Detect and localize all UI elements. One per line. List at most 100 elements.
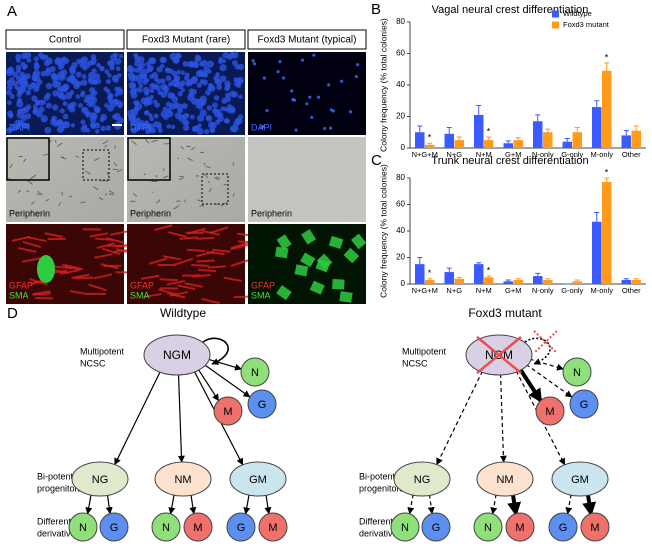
row-label: Multipotent xyxy=(80,346,125,356)
gfap-fiber xyxy=(162,255,182,261)
nucleus xyxy=(231,51,239,59)
nucleus xyxy=(160,91,168,98)
nucleus xyxy=(80,92,85,98)
nucleus xyxy=(223,118,230,124)
gfap-fiber xyxy=(174,257,194,266)
sma-cell xyxy=(315,258,331,273)
inset-box xyxy=(6,137,50,181)
nucleus xyxy=(149,82,156,90)
nucleus xyxy=(15,53,22,60)
cell-node xyxy=(240,357,270,387)
bar xyxy=(572,132,582,148)
row-label: derivatives xyxy=(359,528,403,538)
nucleus xyxy=(9,93,15,99)
nucleus xyxy=(153,113,159,119)
row-label: Differentiated xyxy=(37,516,90,526)
nucleus xyxy=(229,106,236,114)
cell-node-label: N xyxy=(573,367,581,379)
cell-node-label: NM xyxy=(174,474,191,486)
legend-label: Foxd3 mutant xyxy=(563,20,610,29)
nucleus xyxy=(76,80,83,87)
gfap-fiber xyxy=(110,230,129,236)
cell-node xyxy=(258,512,288,542)
cell-process xyxy=(214,176,219,181)
gfap-fiber xyxy=(101,247,121,256)
nucleus xyxy=(80,56,89,64)
nucleus xyxy=(305,102,309,106)
cell-process xyxy=(176,157,179,160)
gfap-fiber xyxy=(167,292,186,299)
nucleus xyxy=(202,71,208,77)
nucleus xyxy=(109,100,117,108)
nucleus xyxy=(135,74,143,82)
lineage-arrow xyxy=(189,494,197,515)
nucleus xyxy=(51,115,58,122)
error-bar xyxy=(535,272,541,277)
nucleus xyxy=(134,60,140,67)
nucleus xyxy=(219,75,227,83)
stain-label: Peripherin xyxy=(9,208,50,218)
gfap-fiber xyxy=(158,288,177,296)
gfap-fiber xyxy=(64,264,84,271)
stain-label: Peripherin xyxy=(130,208,171,218)
nucleus xyxy=(96,62,101,68)
lineage-arrow xyxy=(490,494,498,515)
cell-node-label: GM xyxy=(249,474,267,486)
cell-node xyxy=(143,334,211,376)
nucleus xyxy=(105,125,112,131)
cell-process xyxy=(27,180,33,185)
nucleus xyxy=(282,76,286,80)
cell-process xyxy=(199,204,204,208)
gfap-fiber xyxy=(192,274,211,278)
gfap-fiber xyxy=(148,257,168,265)
gfap-fiber xyxy=(168,231,187,238)
column-header: Foxd3 Mutant (typical) xyxy=(258,35,357,46)
bar xyxy=(621,135,631,148)
error-bar xyxy=(515,278,521,281)
cell-process xyxy=(104,144,108,148)
nucleus xyxy=(144,77,150,83)
nucleus xyxy=(25,89,32,96)
error-bar xyxy=(574,127,580,133)
nucleus xyxy=(252,62,257,66)
nucleus xyxy=(181,113,189,120)
bar xyxy=(513,280,523,284)
nucleus xyxy=(206,60,215,68)
sma-cell xyxy=(309,280,325,295)
nucleus xyxy=(262,76,266,80)
sma-cell xyxy=(328,235,344,249)
nucleus xyxy=(151,71,159,79)
nucleus xyxy=(133,52,139,58)
inset-box xyxy=(127,137,171,181)
inset-source-box xyxy=(201,173,229,205)
cell-node-label: G xyxy=(432,522,441,534)
nucleus xyxy=(149,116,154,122)
nucleus xyxy=(216,84,222,91)
nucleus xyxy=(259,126,264,130)
gfap-fiber xyxy=(179,236,198,240)
cell-node-label: G xyxy=(110,522,119,534)
nucleus xyxy=(113,112,121,121)
cell-process xyxy=(29,174,37,180)
nucleus xyxy=(23,122,30,129)
nucleus xyxy=(116,73,122,78)
y-tick-label: 60 xyxy=(396,200,405,209)
nucleus xyxy=(45,92,51,98)
nucleus xyxy=(196,82,203,88)
nucleus xyxy=(144,123,149,129)
y-tick-label: 20 xyxy=(396,112,405,121)
nucleus xyxy=(17,119,23,125)
nucleus xyxy=(278,60,282,64)
error-bar xyxy=(623,278,629,281)
nucleus xyxy=(90,54,97,60)
nucleus xyxy=(197,104,204,110)
nucleus xyxy=(208,82,214,89)
dapi-image xyxy=(248,52,366,135)
cell-process xyxy=(203,162,206,166)
significance-mark: * xyxy=(487,265,491,275)
nucleus xyxy=(94,128,100,134)
nucleus xyxy=(75,94,81,99)
gfap-fiber xyxy=(186,248,206,253)
lineage-arrow xyxy=(582,494,597,517)
nucleus xyxy=(14,84,20,90)
